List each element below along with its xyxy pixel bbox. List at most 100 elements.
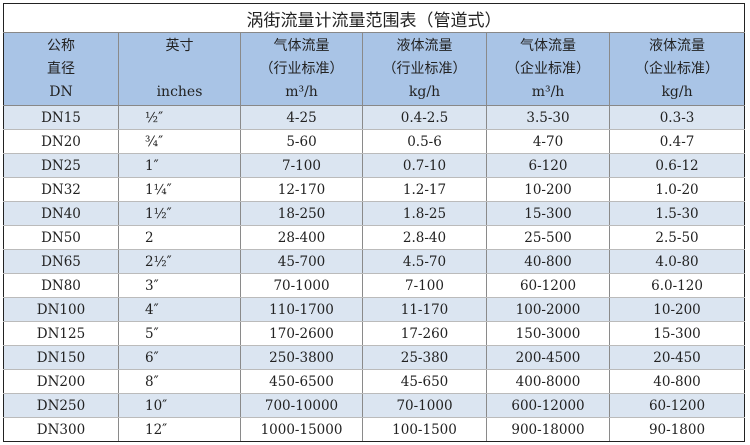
table-cell: 10-200 (608, 297, 746, 322)
table-cell: 40-800 (486, 249, 610, 274)
table-cell: 150-3000 (486, 321, 610, 346)
header-line: 液体流量 (396, 37, 453, 54)
table-cell: DN40 (3, 201, 119, 226)
table-cell: 15-300 (486, 201, 610, 226)
column-header: 气体流量 （行业标准） m³/h (240, 32, 363, 106)
table-cell: 250-3800 (240, 345, 363, 370)
header-line: 英寸 (165, 37, 194, 54)
column-header: 英寸 inches (118, 32, 241, 106)
table-cell: 90-1800 (608, 417, 746, 442)
table-cell: 45-650 (362, 369, 487, 394)
table-cell: 5-60 (240, 129, 363, 154)
table-cell: 70-1000 (362, 393, 487, 418)
table-cell: 4-70 (486, 129, 610, 154)
table-row: DN15 ½″ 4-25 0.4-2.5 3.5-30 0.3-3 (3, 105, 746, 130)
header-line: （行业标准） (382, 60, 467, 77)
table-row: DN65 2½″ 45-700 4.5-70 40-800 4.0-80 (3, 249, 746, 274)
header-line: （企业标准） (635, 60, 720, 77)
table-cell: 2.5-50 (608, 225, 746, 250)
table-cell: 25-500 (486, 225, 610, 250)
table-cell: 6-120 (486, 153, 610, 178)
table-cell: 0.7-10 (362, 153, 487, 178)
table-row: DN32 1¼″ 12-170 1.2-17 10-200 1.0-20 (3, 177, 746, 202)
table-cell: DN65 (3, 249, 119, 274)
table-cell: 0.4-2.5 (362, 105, 487, 130)
table-cell: 100-1500 (362, 417, 487, 442)
table-cell: 400-8000 (486, 369, 610, 394)
table-cell: 5″ (118, 321, 241, 346)
header-line: （企业标准） (506, 60, 590, 77)
column-header: 气体流量 （企业标准） m³/h (486, 32, 610, 106)
table-cell: 4″ (118, 297, 241, 322)
table-cell: 10″ (118, 393, 241, 418)
table-cell: DN100 (3, 297, 119, 322)
flow-range-table: 涡街流量计流量范围表（管道式） 公称 直径 DN 英寸 inches 气体流量 （行业标准）… (2, 3, 746, 442)
column-header: 液体流量 （企业标准） kg/h (608, 32, 746, 106)
table-cell: 10-200 (486, 177, 610, 202)
table-cell: 8″ (118, 369, 241, 394)
table-cell: 0.5-6 (362, 129, 487, 154)
table-cell: DN50 (3, 225, 119, 250)
table-cell: DN25 (3, 153, 119, 178)
table-cell: 6.0-120 (608, 273, 746, 298)
table-cell: 900-18000 (486, 417, 610, 442)
table-row: DN25 1″ 7-100 0.7-10 6-120 0.6-12 (3, 153, 746, 178)
table-row: DN40 1½″ 18-250 1.8-25 15-300 1.5-30 (3, 201, 746, 226)
table-cell: 0.4-7 (608, 129, 746, 154)
table-cell: DN20 (3, 129, 119, 154)
table-cell: 110-1700 (240, 297, 363, 322)
table-cell: 12-170 (240, 177, 363, 202)
table-title: 涡街流量计流量范围表（管道式） (2, 3, 746, 33)
table-cell: 4.5-70 (362, 249, 487, 274)
table-cell: 25-380 (362, 345, 487, 370)
header-line: kg/h (408, 83, 441, 100)
column-header: 液体流量 （行业标准） kg/h (362, 32, 487, 106)
table-row: DN80 3″ 70-1000 7-100 60-1200 6.0-120 (3, 273, 746, 298)
table-cell: 700-10000 (240, 393, 363, 418)
table-cell: 70-1000 (240, 273, 363, 298)
table-cell: 3″ (118, 273, 241, 298)
table-cell: 40-800 (608, 369, 746, 394)
table-cell: 3.5-30 (486, 105, 610, 130)
table-cell: 0.3-3 (608, 105, 746, 130)
table-cell: 2 (118, 225, 241, 250)
table-cell: 4.0-80 (608, 249, 746, 274)
table-row: DN125 5″ 170-2600 17-260 150-3000 15-300 (3, 321, 746, 346)
header-line: 直径 (47, 60, 75, 77)
header-line: m³/h (285, 83, 318, 100)
table-cell: 200-4500 (486, 345, 610, 370)
table-row: DN200 8″ 450-6500 45-650 400-8000 40-800 (3, 369, 746, 394)
table-cell: 1000-15000 (240, 417, 363, 442)
table-row: DN50 2 28-400 2.8-40 25-500 2.5-50 (3, 225, 746, 250)
header-line: DN (49, 83, 73, 100)
table-cell: ½″ (118, 105, 241, 130)
header-line (119, 58, 240, 81)
table-cell: DN150 (3, 345, 119, 370)
table-cell: 1.5-30 (608, 201, 746, 226)
table-cell: 7-100 (362, 273, 487, 298)
table-cell: 1″ (118, 153, 241, 178)
table-cell: 100-2000 (486, 297, 610, 322)
table-cell: 20-450 (608, 345, 746, 370)
table-row: DN150 6″ 250-3800 25-380 200-4500 20-450 (3, 345, 746, 370)
table-row: DN100 4″ 110-1700 11-170 100-2000 10-200 (3, 297, 746, 322)
header-line: kg/h (661, 83, 693, 100)
table-cell: 45-700 (240, 249, 363, 274)
column-header: 公称 直径 DN (3, 32, 119, 106)
table-cell: 170-2600 (240, 321, 363, 346)
table-cell: ¾″ (118, 129, 241, 154)
table-cell: DN32 (3, 177, 119, 202)
table-cell: 17-260 (362, 321, 487, 346)
header-line: 气体流量 (520, 37, 576, 54)
table-cell: 1½″ (118, 201, 241, 226)
table-cell: 11-170 (362, 297, 487, 322)
table-row: DN300 12″ 1000-15000 100-1500 900-18000 90-18… (3, 417, 746, 442)
header-line: inches (156, 83, 203, 100)
header-row: 公称 直径 DN 英寸 inches 气体流量 （行业标准） m³/h 液体流量 （行业标准） kg… (3, 32, 746, 106)
header-line: m³/h (531, 83, 565, 100)
table-cell: DN300 (3, 417, 119, 442)
table-cell: 450-6500 (240, 369, 363, 394)
table-cell: 7-100 (240, 153, 363, 178)
table-cell: DN250 (3, 393, 119, 418)
table-cell: 600-12000 (486, 393, 610, 418)
